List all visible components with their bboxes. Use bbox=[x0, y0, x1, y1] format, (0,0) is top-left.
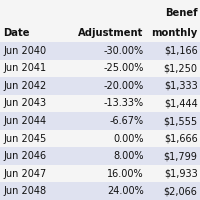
Text: monthly: monthly bbox=[151, 28, 198, 38]
Text: $1,444: $1,444 bbox=[164, 98, 198, 108]
Text: Jun 2048: Jun 2048 bbox=[3, 186, 46, 196]
Text: -25.00%: -25.00% bbox=[103, 63, 144, 73]
Text: -30.00%: -30.00% bbox=[103, 46, 144, 56]
Text: Jun 2042: Jun 2042 bbox=[3, 81, 46, 91]
Text: Jun 2046: Jun 2046 bbox=[3, 151, 46, 161]
Bar bbox=[0, 60, 200, 77]
Text: $1,799: $1,799 bbox=[164, 151, 198, 161]
Bar bbox=[0, 147, 200, 165]
Text: Benef: Benef bbox=[165, 8, 198, 18]
Bar bbox=[0, 0, 200, 42]
Text: Date: Date bbox=[3, 28, 30, 38]
Text: $1,250: $1,250 bbox=[164, 63, 198, 73]
Text: 16.00%: 16.00% bbox=[107, 169, 144, 179]
Bar bbox=[0, 95, 200, 112]
Text: -6.67%: -6.67% bbox=[109, 116, 144, 126]
Text: $1,166: $1,166 bbox=[164, 46, 198, 56]
Bar bbox=[0, 130, 200, 147]
Bar bbox=[0, 182, 200, 200]
Text: -20.00%: -20.00% bbox=[103, 81, 144, 91]
Bar bbox=[0, 42, 200, 60]
Text: $1,333: $1,333 bbox=[164, 81, 198, 91]
Text: Jun 2044: Jun 2044 bbox=[3, 116, 46, 126]
Text: 24.00%: 24.00% bbox=[107, 186, 144, 196]
Text: $1,933: $1,933 bbox=[164, 169, 198, 179]
Bar bbox=[0, 112, 200, 130]
Text: 0.00%: 0.00% bbox=[113, 134, 144, 144]
Bar bbox=[0, 165, 200, 182]
Text: Adjustment: Adjustment bbox=[78, 28, 144, 38]
Text: Jun 2041: Jun 2041 bbox=[3, 63, 46, 73]
Bar bbox=[0, 77, 200, 95]
Text: Jun 2045: Jun 2045 bbox=[3, 134, 46, 144]
Text: $1,666: $1,666 bbox=[164, 134, 198, 144]
Text: 8.00%: 8.00% bbox=[113, 151, 144, 161]
Text: -13.33%: -13.33% bbox=[103, 98, 144, 108]
Text: Jun 2043: Jun 2043 bbox=[3, 98, 46, 108]
Text: Jun 2047: Jun 2047 bbox=[3, 169, 46, 179]
Text: $2,066: $2,066 bbox=[164, 186, 198, 196]
Text: $1,555: $1,555 bbox=[163, 116, 198, 126]
Text: Jun 2040: Jun 2040 bbox=[3, 46, 46, 56]
